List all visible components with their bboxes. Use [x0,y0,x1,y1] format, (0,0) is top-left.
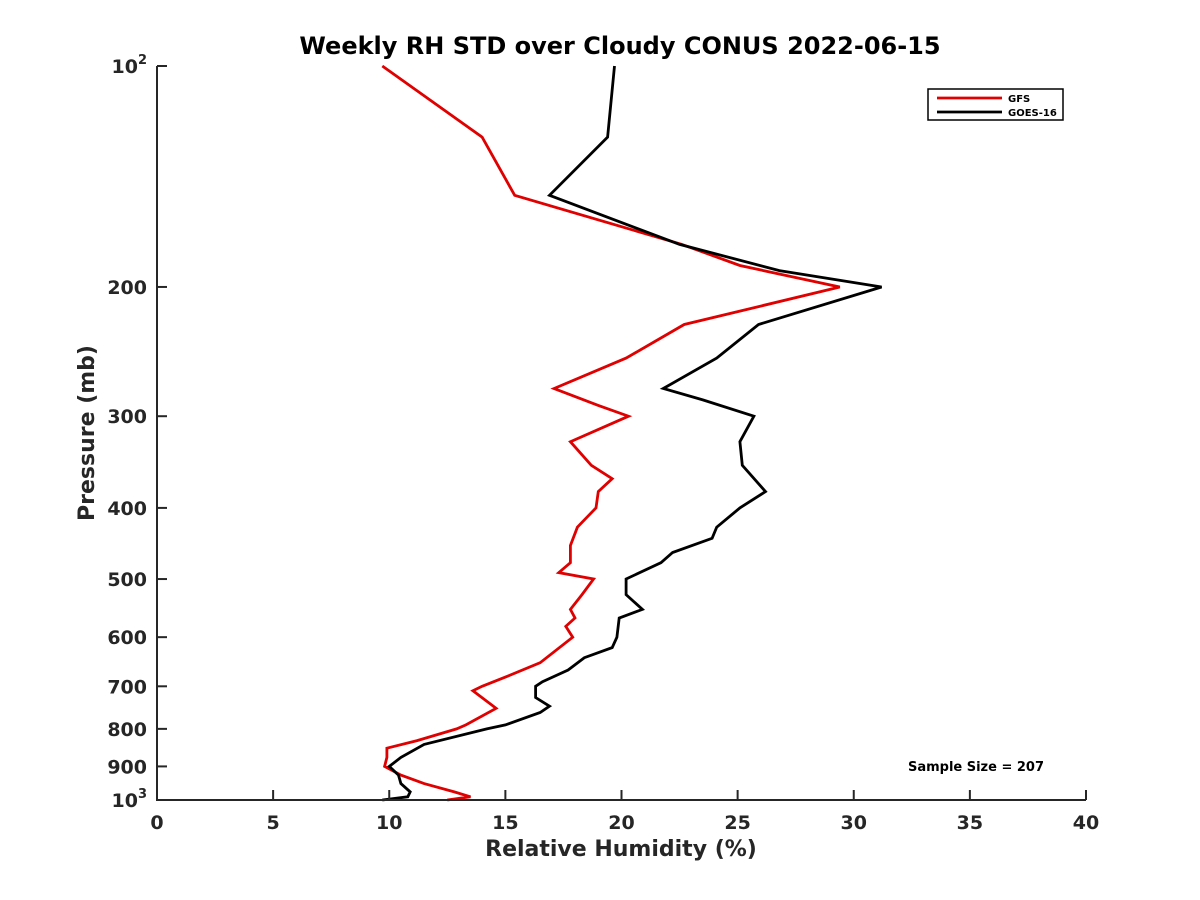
y-tick-label: 400 [107,498,147,520]
y-tick-label: 300 [107,406,147,428]
series-line-gfs [381,64,841,802]
x-tick-label: 15 [492,812,518,834]
axes [156,66,1086,801]
y-tick-label: 900 [107,756,147,778]
legend-box [927,88,1064,121]
series-line-goes-16 [382,65,883,802]
x-tick-label: 5 [267,812,280,834]
legend-label: GOES-16 [1008,108,1057,119]
plot-lines [381,64,883,802]
sample-size-annotation: Sample Size = 207 [908,760,1044,775]
x-tick-label: 10 [376,812,402,834]
y-tick-label: 800 [107,719,147,741]
y-tick-label: 102 [112,53,148,78]
x-tick-label: 0 [150,812,163,834]
legend: GFS GOES-16 [927,88,1064,121]
chart-title: Weekly RH STD over Cloudy CONUS 2022-06-… [299,32,940,60]
y-tick-label: 600 [107,627,147,649]
legend-label: GFS [1008,94,1030,105]
x-tick-label: 40 [1073,812,1099,834]
y-tick-label: 500 [107,569,147,591]
x-tick-label: 20 [608,812,634,834]
y-axis-label: Pressure (mb) [75,345,100,521]
y-tick-label: 103 [112,787,148,812]
tick-marks: 0 5 10 15 20 25 30 35 40 102 200 300 400 500 600 700 800… [107,53,1099,834]
y-tick-label: 200 [107,277,147,299]
x-tick-label: 35 [957,812,983,834]
x-tick-label: 25 [724,812,750,834]
x-tick-label: 30 [841,812,867,834]
y-tick-label: 700 [107,676,147,698]
x-axis-label: Relative Humidity (%) [485,837,757,862]
